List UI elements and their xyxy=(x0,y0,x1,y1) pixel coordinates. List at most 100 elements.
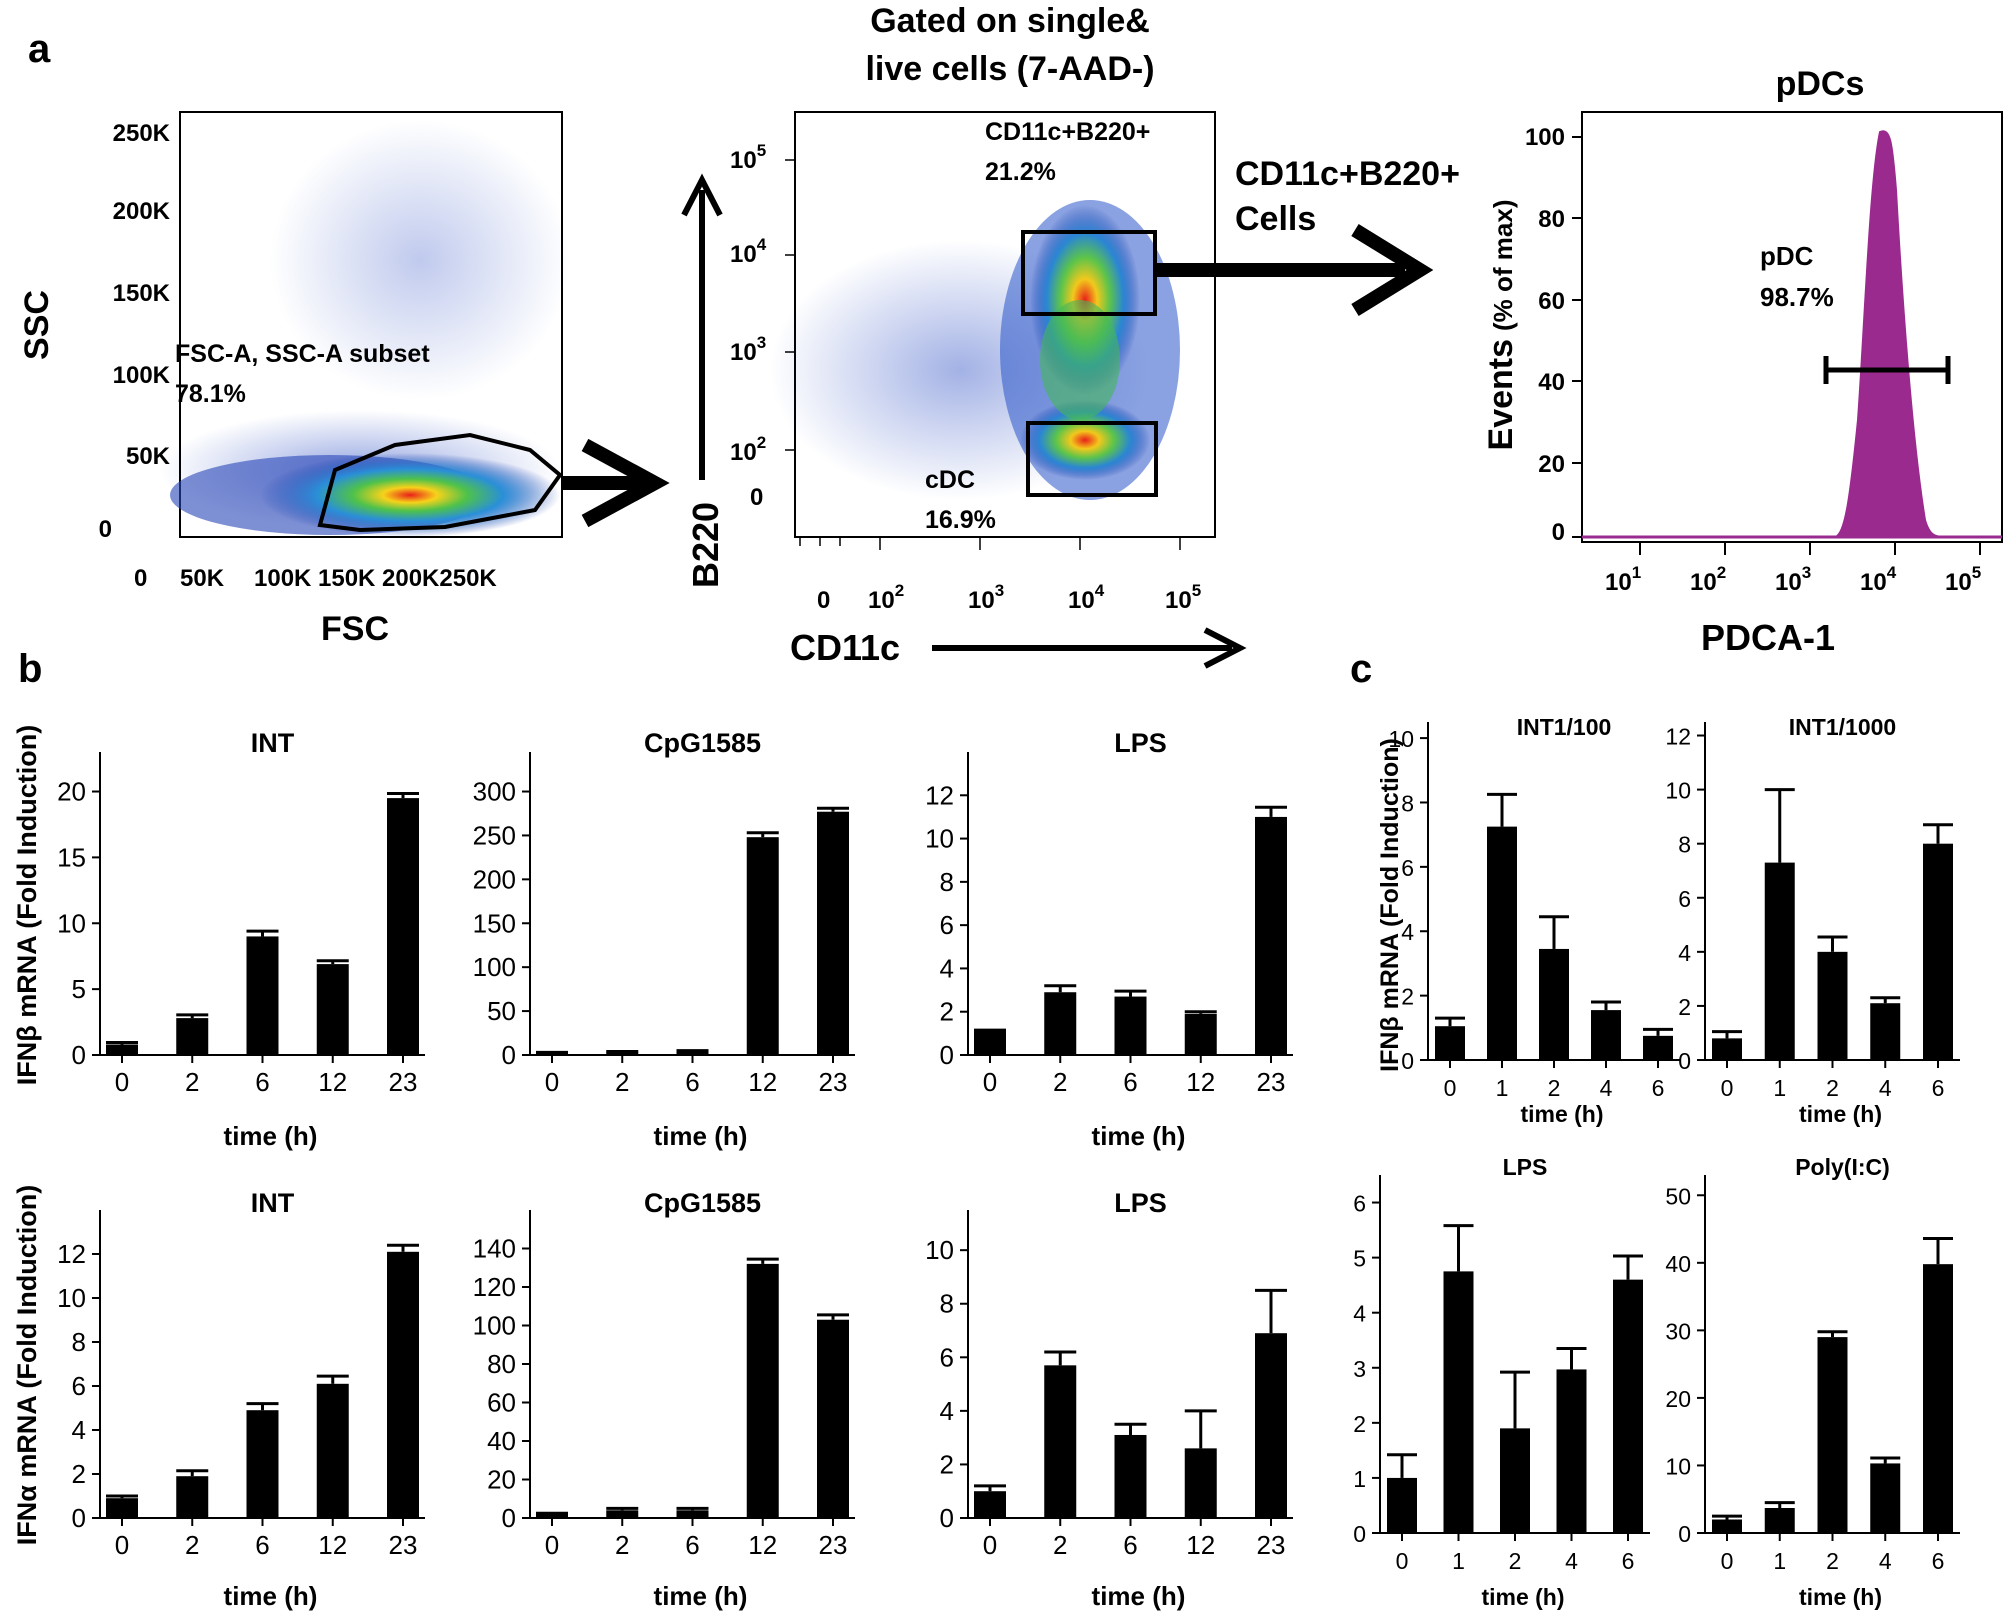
y-tick-label: 0 xyxy=(1678,1521,1691,1547)
chart-title: CpG1585 xyxy=(644,728,761,758)
bar-chart: LPS 0 2 4 6 8 10 12 0 2 6 12 23 time (h) xyxy=(925,728,1293,1151)
y-tick-label: 5 xyxy=(1353,1246,1366,1272)
x-tick-label: 0 xyxy=(1396,1548,1409,1574)
bar xyxy=(1764,862,1795,1060)
bar xyxy=(817,811,849,1055)
x-tick-label: 102 xyxy=(1690,563,1726,596)
gate-percent: 78.1% xyxy=(175,380,246,408)
bar xyxy=(1539,948,1569,1060)
x-axis-label: time (h) xyxy=(654,1581,748,1611)
y-tick-label: 103 xyxy=(730,333,766,366)
gate-cdc xyxy=(1026,421,1158,497)
bar xyxy=(246,936,279,1055)
y-tick-label: 0 xyxy=(72,1503,86,1533)
x-tick-label: 6 xyxy=(685,1067,699,1097)
scatter-cloud xyxy=(270,120,570,400)
x-tick-label: 0 xyxy=(115,1067,129,1097)
bar-chart: LPS 0 2 4 6 8 10 0 2 6 12 23 time (h) xyxy=(925,1188,1293,1611)
arrow-label: CD11c+B220+ xyxy=(1235,155,1460,193)
bar xyxy=(387,798,419,1055)
gating-arrow: CD11c+B220+ Cells xyxy=(1155,155,1460,316)
bar-chart: LPS 0 1 2 3 4 5 6 0 1 2 4 6 time (h) xyxy=(1353,1154,1650,1610)
y-tick-label: 15 xyxy=(57,842,86,872)
y-tick-label: 20 xyxy=(57,777,86,807)
y-tick-label: 0 xyxy=(502,1503,516,1533)
y-tick-label: 120 xyxy=(473,1272,516,1302)
x-tick-label: 6 xyxy=(1123,1067,1137,1097)
x-axis-label: time (h) xyxy=(654,1121,748,1151)
y-axis-label: B220 xyxy=(685,502,726,588)
x-tick-label: 105 xyxy=(1165,581,1201,614)
bar xyxy=(1817,951,1848,1060)
chart-title: INT1/100 xyxy=(1517,714,1612,740)
y-axis-label: IFNβ mRNA (Fold Induction) xyxy=(1376,738,1404,1072)
panel-label-c: c xyxy=(1350,647,1372,691)
flow-plot-cd11c-b220: Gated on single& live cells (7-AAD-) CD1… xyxy=(681,2,1247,669)
bar xyxy=(1817,1337,1848,1533)
bar xyxy=(536,1514,568,1518)
y-axis-label: IFNβ mRNA (Fold Induction) xyxy=(12,725,42,1085)
y-tick-label: 8 xyxy=(1401,790,1414,816)
y-tick-label: 20 xyxy=(487,1465,516,1495)
y-tick-label: 60 xyxy=(1538,288,1565,315)
plot-title: Gated on single& xyxy=(870,2,1150,40)
bar xyxy=(1044,992,1077,1055)
y-tick-label: 0 xyxy=(1401,1048,1414,1074)
y-tick-label: 2 xyxy=(72,1459,86,1489)
x-tick-label: 4 xyxy=(1565,1548,1578,1574)
x-tick-label: 2 xyxy=(1509,1548,1522,1574)
y-tick-label: 250K xyxy=(113,120,171,147)
x-tick-label: 0 xyxy=(115,1530,129,1560)
y-tick-label: 8 xyxy=(1678,832,1691,858)
y-tick-label: 2 xyxy=(1401,984,1414,1010)
x-tick-label: 2 xyxy=(615,1530,629,1560)
x-tick-label: 2 xyxy=(185,1067,199,1097)
gate-name: cDC xyxy=(925,466,975,494)
histogram-fill xyxy=(1582,130,2002,538)
x-tick-label: 0 xyxy=(817,587,830,614)
bar xyxy=(1435,1026,1465,1060)
bar-chart: CpG1585 0 50 100 150 200 250 300 0 2 6 12 23 time (h) xyxy=(473,728,855,1151)
x-tick-label: 23 xyxy=(1257,1530,1286,1560)
x-tick-label: 6 xyxy=(255,1530,269,1560)
x-axis-label: time (h) xyxy=(1799,1584,1882,1610)
x-axis-label: time (h) xyxy=(1520,1101,1603,1127)
chart-title: Poly(I:C) xyxy=(1795,1154,1890,1180)
x-tick-label: 150K xyxy=(318,565,376,592)
x-tick-label: 6 xyxy=(685,1530,699,1560)
y-tick-label: 20 xyxy=(1538,451,1565,478)
y-tick-label: 6 xyxy=(1353,1191,1366,1217)
y-tick-label: 104 xyxy=(730,235,767,268)
x-tick-label: 12 xyxy=(748,1530,777,1560)
x-tick-label: 4 xyxy=(1879,1548,1892,1574)
y-tick-label: 80 xyxy=(487,1349,516,1379)
x-axis-label: FSC xyxy=(321,610,389,648)
bar xyxy=(974,1031,1006,1055)
histogram-gate-bar xyxy=(1823,356,1951,384)
bar xyxy=(746,1263,779,1518)
bar xyxy=(676,1510,709,1518)
x-tick-label: 50K xyxy=(180,565,225,592)
bar xyxy=(606,1052,639,1055)
x-axis-label: time (h) xyxy=(224,1121,318,1151)
y-tick-label: 6 xyxy=(1678,886,1691,912)
x-axis-label: time (h) xyxy=(1799,1101,1882,1127)
y-tick-label: 250 xyxy=(473,820,516,850)
y-tick-label: 10 xyxy=(925,1235,954,1265)
scatter-density xyxy=(1040,300,1120,420)
y-tick-label: 50 xyxy=(1665,1183,1691,1209)
y-tick-label: 4 xyxy=(940,953,954,983)
x-tick-label: 6 xyxy=(1932,1548,1945,1574)
x-axis-label: time (h) xyxy=(1481,1584,1564,1610)
x-tick-label: 6 xyxy=(1932,1075,1945,1101)
y-tick-label: 80 xyxy=(1538,206,1565,233)
x-tick-label: 0 xyxy=(545,1067,559,1097)
y-tick-label: 12 xyxy=(925,780,954,810)
bar xyxy=(1556,1369,1587,1533)
x-tick-label: 12 xyxy=(748,1067,777,1097)
bar xyxy=(1870,1003,1901,1060)
scatter-density xyxy=(1020,400,1150,480)
bar xyxy=(1923,1264,1953,1533)
x-tick-label: 102 xyxy=(868,581,904,614)
